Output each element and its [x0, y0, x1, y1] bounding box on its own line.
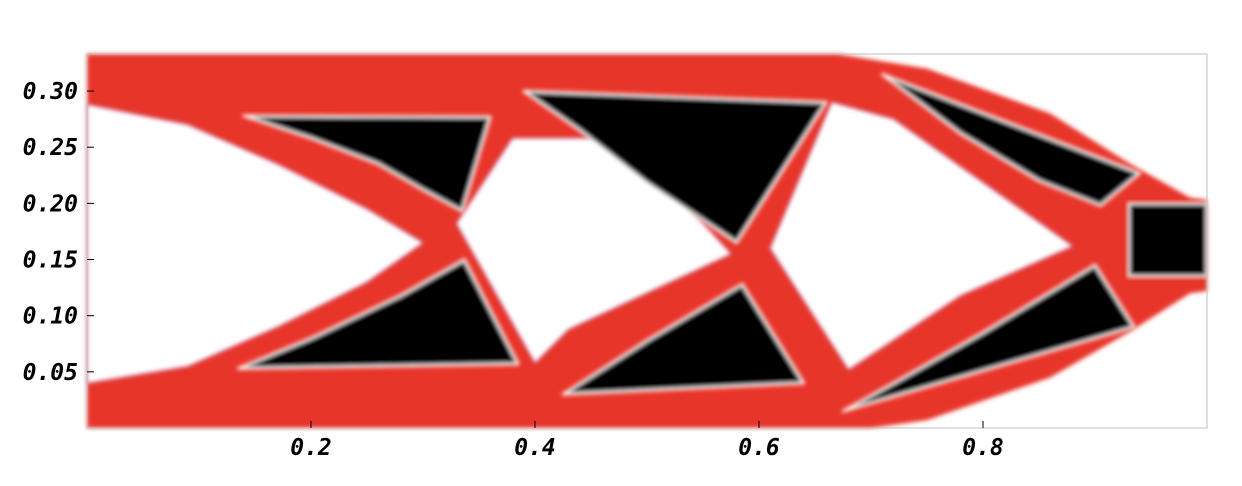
hole-region-1 [242, 114, 492, 213]
y-tick-label: 0.30 [23, 79, 78, 105]
void-region-3 [769, 101, 1074, 371]
hole-region-6 [841, 263, 1136, 413]
x-tick-label: 0.6 [738, 435, 780, 461]
y-tick-label: 0.20 [23, 191, 78, 217]
x-tick-label: 0.2 [290, 435, 332, 461]
hole-region-3 [880, 72, 1142, 207]
hole-region-7 [1127, 202, 1209, 278]
x-axis: 0.2 0.4 0.6 0.8 [290, 421, 1004, 461]
y-tick-label: 0.15 [23, 248, 78, 274]
y-tick-label: 0.05 [23, 360, 78, 386]
void-region-1 [86, 103, 425, 384]
hole-region-4 [236, 258, 520, 370]
x-tick-label: 0.8 [962, 435, 1004, 461]
x-tick-label: 0.4 [514, 435, 556, 461]
hole-region-2 [522, 89, 828, 244]
y-axis: 0.05 0.10 0.15 0.20 0.25 0.30 [23, 79, 94, 386]
plot-area [86, 53, 1209, 429]
plot-frame [86, 53, 1208, 429]
hole-region-5 [561, 282, 806, 396]
y-tick-label: 0.25 [23, 135, 78, 161]
y-tick-label: 0.10 [23, 304, 78, 330]
